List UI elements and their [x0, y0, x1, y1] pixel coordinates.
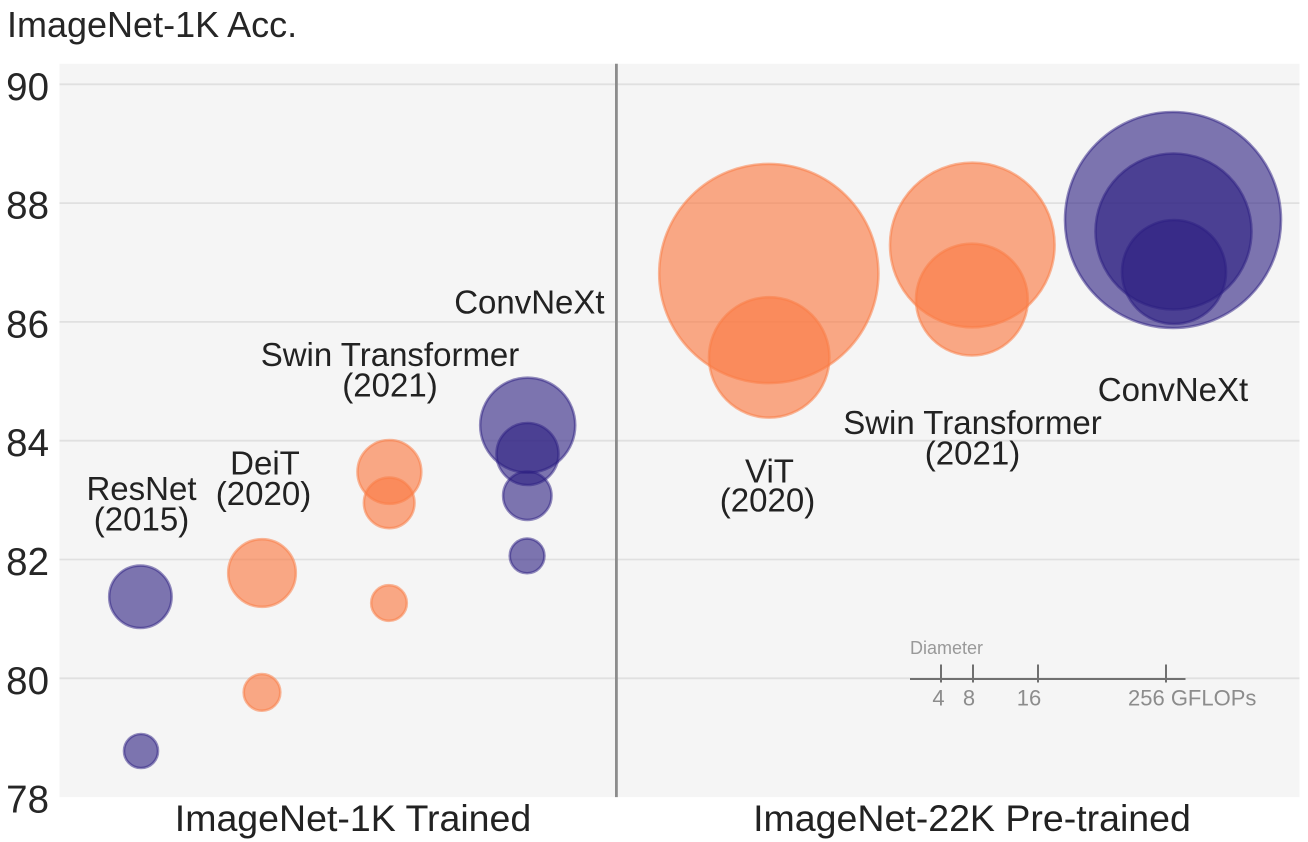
svg-text:86: 86 — [6, 303, 49, 346]
svg-text:(2020): (2020) — [216, 475, 311, 512]
svg-text:DeiT: DeiT — [230, 445, 300, 482]
svg-text:84: 84 — [6, 422, 49, 465]
svg-text:90: 90 — [6, 66, 49, 109]
svg-text:82: 82 — [6, 541, 49, 584]
svg-text:(2015): (2015) — [94, 501, 189, 538]
svg-text:Swin Transformer: Swin Transformer — [261, 336, 520, 373]
svg-text:ViT: ViT — [745, 453, 794, 490]
svg-text:ImageNet-1K Acc.: ImageNet-1K Acc. — [7, 4, 297, 45]
svg-text:16: 16 — [1017, 686, 1041, 711]
svg-text:256 GFLOPs: 256 GFLOPs — [1128, 686, 1256, 711]
svg-text:(2021): (2021) — [925, 435, 1020, 472]
svg-text:ImageNet-1K Trained: ImageNet-1K Trained — [175, 797, 531, 839]
svg-text:ImageNet-22K Pre-trained: ImageNet-22K Pre-trained — [753, 797, 1191, 839]
svg-text:Swin Transformer: Swin Transformer — [843, 404, 1102, 441]
svg-text:(2020): (2020) — [720, 482, 815, 519]
svg-text:ResNet: ResNet — [86, 470, 196, 507]
svg-text:4: 4 — [932, 686, 944, 711]
svg-text:ConvNeXt: ConvNeXt — [454, 284, 604, 321]
svg-text:(2021): (2021) — [342, 367, 437, 404]
svg-text:8: 8 — [963, 686, 975, 711]
svg-text:80: 80 — [6, 660, 49, 703]
svg-text:Diameter: Diameter — [910, 638, 983, 658]
svg-text:78: 78 — [6, 779, 49, 822]
svg-text:ConvNeXt: ConvNeXt — [1098, 371, 1248, 408]
svg-text:88: 88 — [6, 185, 49, 228]
